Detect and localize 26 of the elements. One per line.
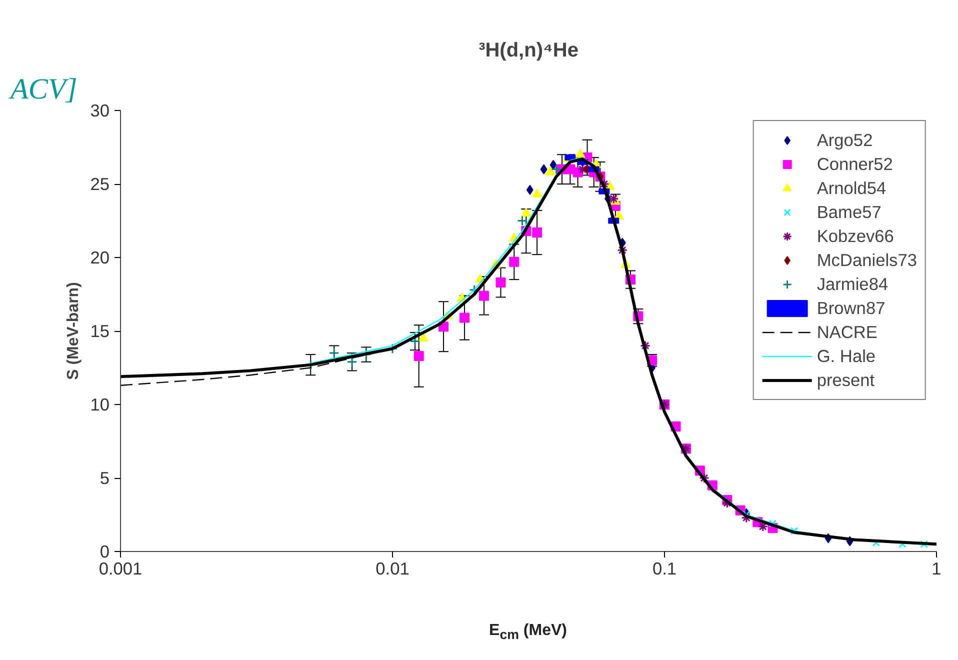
y-tick-label: 20 <box>90 248 110 268</box>
legend-label: McDaniels73 <box>816 249 917 271</box>
x-tick-label: 0.1 <box>652 558 677 578</box>
legend-label: Kobzev66 <box>816 225 894 247</box>
y-tick-label: 30 <box>90 100 110 120</box>
y-tick-label: 0 <box>100 542 110 562</box>
y-tick-label: 25 <box>90 174 110 194</box>
legend-label: G. Hale <box>816 345 876 367</box>
chart-title: ³H(d,n)⁴He <box>478 40 578 62</box>
text: ACV] <box>8 74 78 106</box>
x-tick-label: 0.001 <box>98 558 142 578</box>
legend-label: Conner52 <box>816 153 893 175</box>
legend-label: Jarmie84 <box>816 273 888 295</box>
legend-label: Argo52 <box>816 129 873 151</box>
y-tick-label: 15 <box>90 321 110 341</box>
legend-label: Brown87 <box>816 297 886 319</box>
legend-label: Arnold54 <box>816 177 886 199</box>
y-axis-title: S (MeV-barn) <box>65 282 82 380</box>
y-tick-label: 5 <box>100 468 110 488</box>
legend-label: NACRE <box>816 321 878 343</box>
y-tick-label: 10 <box>90 394 110 414</box>
legend-label: present <box>816 369 875 391</box>
x-tick-label: 0.01 <box>376 558 410 578</box>
legend-label: Bame57 <box>816 201 882 223</box>
x-tick-label: 1 <box>932 558 942 578</box>
x-axis-title: E$_{cm}$ (MeV) <box>489 621 567 644</box>
